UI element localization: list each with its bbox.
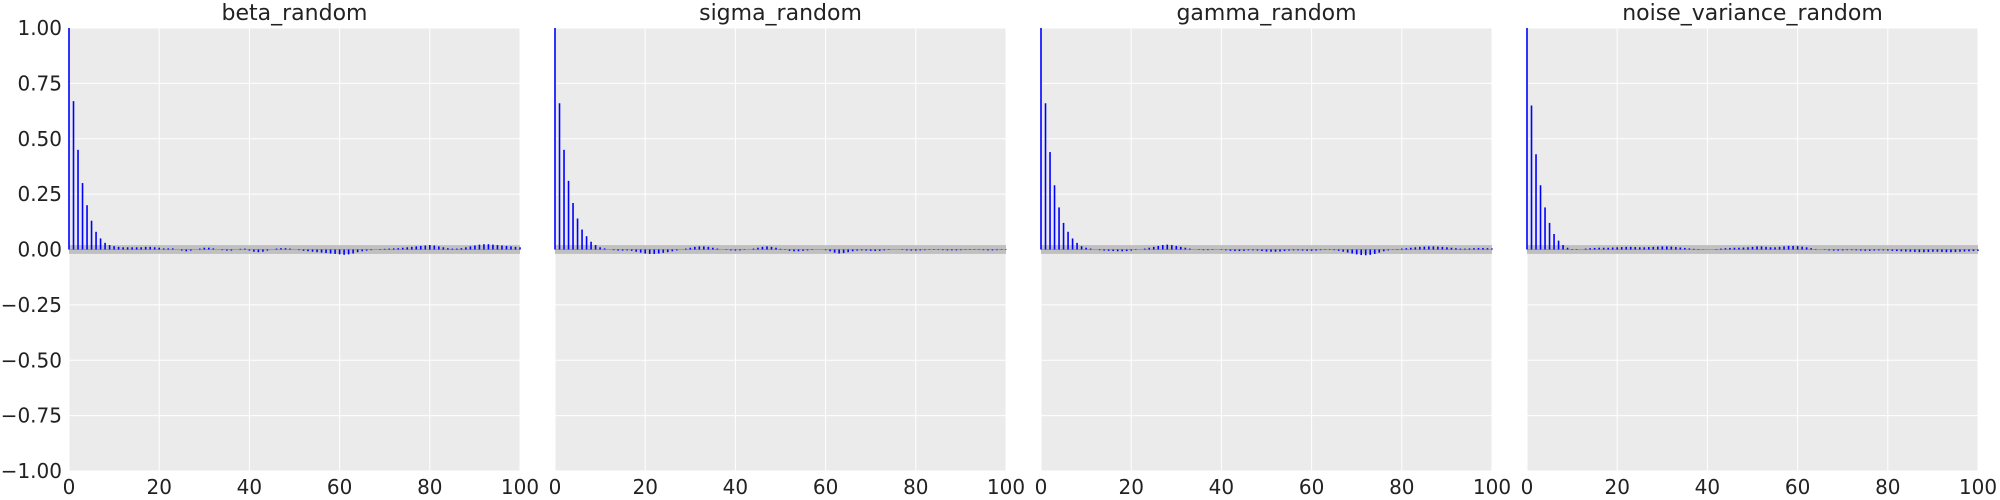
- x-tick-label: 0: [63, 475, 76, 499]
- x-tick-label: 20: [632, 475, 657, 499]
- x-tick-label: 0: [1521, 475, 1534, 499]
- x-tick-label: 60: [327, 475, 352, 499]
- x-tick-label: 0: [549, 475, 562, 499]
- x-tick-label: 80: [417, 475, 442, 499]
- x-tick-label: 20: [1604, 475, 1629, 499]
- x-tick-label: 100: [1959, 475, 1997, 499]
- x-tick-label: 80: [903, 475, 928, 499]
- panel-title: gamma_random: [1176, 1, 1356, 26]
- x-tick-label: 60: [1785, 475, 1810, 499]
- x-tick-label: 0: [1035, 475, 1048, 499]
- x-tick-label: 40: [237, 475, 262, 499]
- y-tick-label: 0.00: [17, 238, 62, 262]
- panel-gamma-random: gamma_random 0 20 40 60 80 100: [1035, 1, 1511, 499]
- x-tick-label: 20: [146, 475, 171, 499]
- x-tick-label: 60: [1299, 475, 1324, 499]
- shared-y-axis: 1.00 0.75 0.50 0.25 0.00 −0.25 −0.50 −0.75 −1.00: [1, 16, 62, 483]
- x-tick-label: 40: [723, 475, 748, 499]
- panel-title: beta_random: [222, 1, 368, 26]
- panel-beta-random: beta_random 0 20 40 60 80 100: [63, 1, 539, 499]
- panel-noise-variance-random: noise_variance_random 0 20 40 60 80 100: [1521, 1, 1997, 499]
- x-tick-label: 60: [813, 475, 838, 499]
- x-tick-label: 100: [1473, 475, 1511, 499]
- panel-title: noise_variance_random: [1622, 1, 1883, 26]
- x-tick-label: 80: [1875, 475, 1900, 499]
- x-tick-label: 40: [1695, 475, 1720, 499]
- panel-title: sigma_random: [699, 1, 862, 26]
- x-tick-label: 80: [1389, 475, 1414, 499]
- y-tick-label: −0.75: [1, 404, 62, 428]
- y-tick-label: −0.50: [1, 348, 62, 372]
- panel-sigma-random: sigma_random 0 20 40 60 80 100: [549, 1, 1025, 499]
- panels-group: beta_random 0 20 40 60 80 100 sigma_random 0 20 40…: [63, 1, 1997, 499]
- x-tick-label: 100: [501, 475, 539, 499]
- y-tick-label: −1.00: [1, 459, 62, 483]
- y-tick-label: 0.25: [17, 182, 62, 206]
- y-tick-label: −0.25: [1, 293, 62, 317]
- x-tick-label: 100: [987, 475, 1025, 499]
- x-tick-label: 20: [1118, 475, 1143, 499]
- y-tick-label: 0.75: [17, 71, 62, 95]
- y-tick-label: 0.50: [17, 127, 62, 151]
- y-tick-label: 1.00: [17, 16, 62, 40]
- x-tick-label: 40: [1209, 475, 1234, 499]
